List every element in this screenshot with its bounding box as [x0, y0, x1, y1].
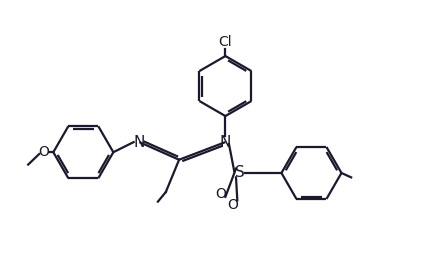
Text: Cl: Cl: [219, 35, 232, 49]
Text: N: N: [220, 135, 231, 150]
Text: O: O: [228, 198, 238, 212]
Text: N: N: [133, 135, 145, 150]
Text: S: S: [235, 165, 244, 180]
Text: O: O: [38, 145, 49, 159]
Text: O: O: [216, 187, 226, 201]
